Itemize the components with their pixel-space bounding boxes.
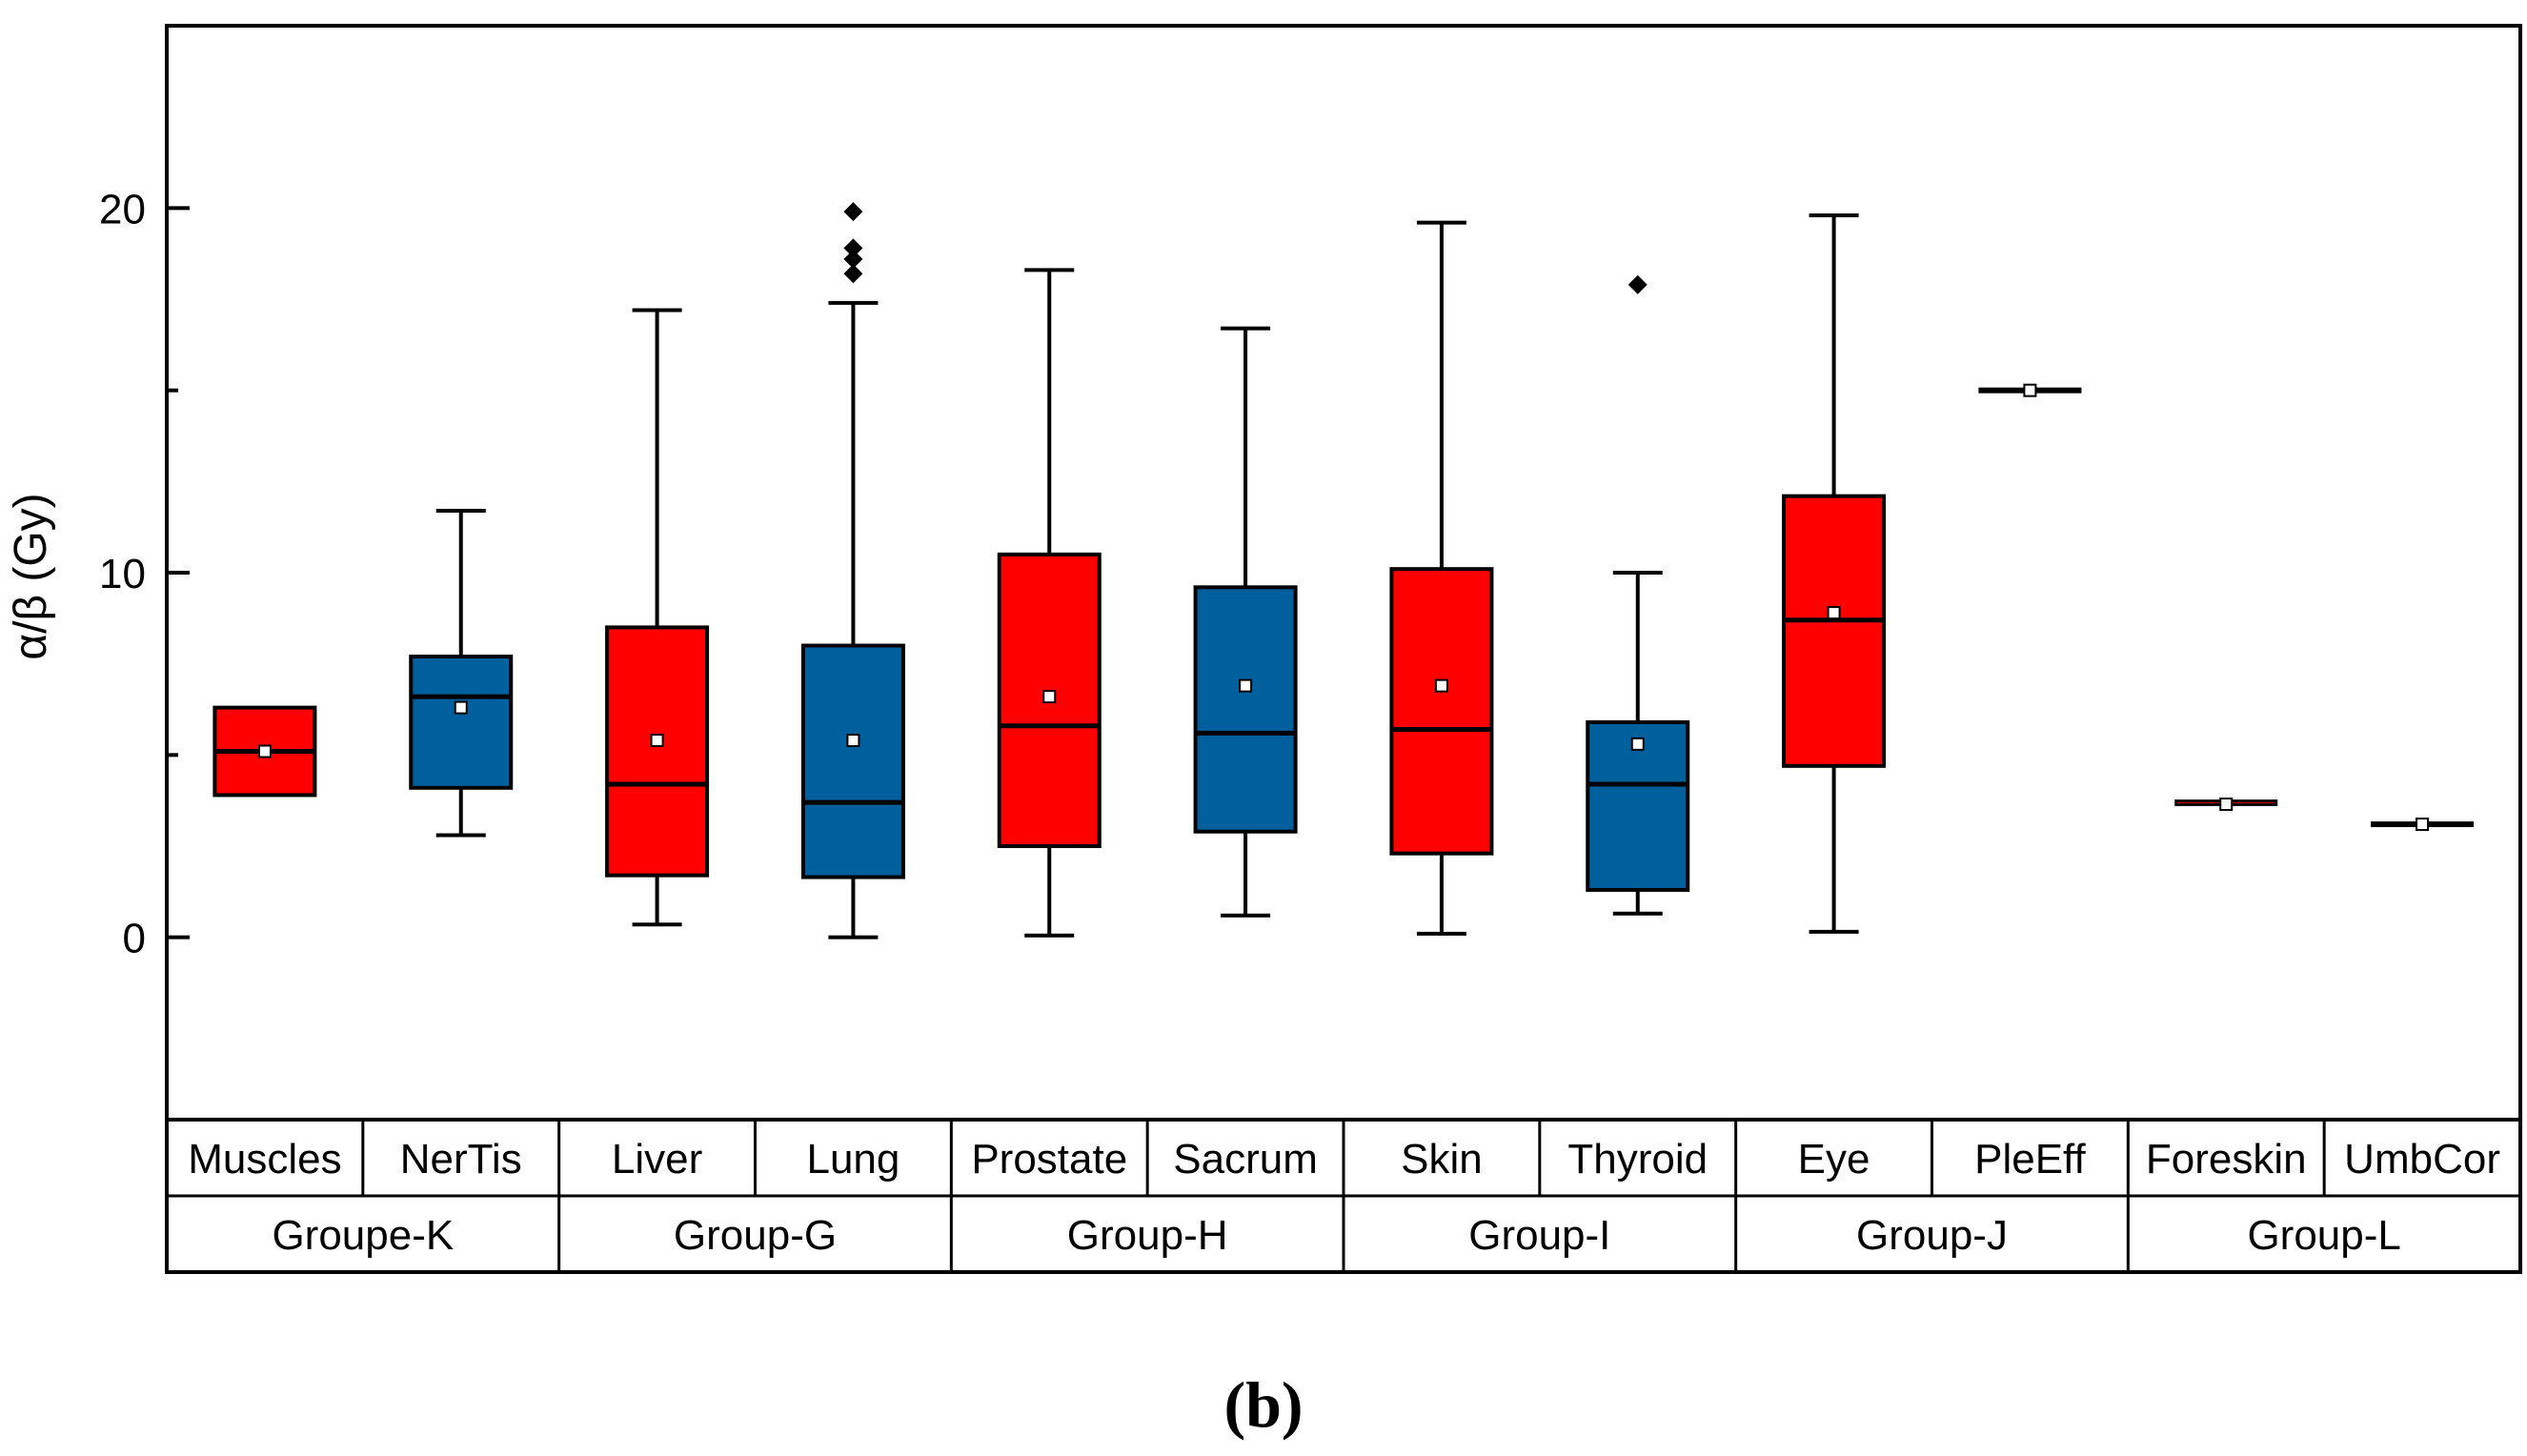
mean-marker [846, 734, 860, 748]
outlier-point [843, 202, 863, 222]
category-label: NerTis [400, 1136, 522, 1183]
box-body [1586, 719, 1690, 892]
group-label: Group-J [1856, 1212, 2008, 1259]
box-umbcor [2371, 818, 2475, 832]
plot-frame [165, 24, 2522, 1122]
y-axis-label: α/β (Gy) [6, 493, 56, 659]
category-label: UmbCor [2344, 1136, 2500, 1183]
box-nertis [409, 508, 514, 838]
box-skin [1389, 220, 1494, 936]
mean-marker [1827, 606, 1841, 620]
category-label: Lung [806, 1136, 900, 1183]
group-label: Group-G [674, 1212, 837, 1259]
category-label: Prostate [971, 1136, 1127, 1183]
group-label: Groupe-K [272, 1212, 454, 1259]
box-body [1782, 494, 1887, 768]
box-liver [605, 308, 710, 927]
mean-marker [454, 700, 468, 715]
box-body [1389, 567, 1494, 856]
outlier-point [843, 249, 863, 269]
y-tick-label: 20 [99, 186, 146, 233]
box-body [409, 655, 514, 790]
mean-marker [2023, 383, 2037, 397]
group-label: Group-H [1067, 1212, 1228, 1259]
box-muscles [212, 705, 317, 798]
outlier-point [843, 264, 863, 284]
mean-marker [1434, 678, 1448, 693]
mean-marker [1630, 737, 1645, 751]
outlier-point [843, 238, 863, 258]
category-label: Muscles [188, 1136, 341, 1183]
y-axis: 0 10 20 [99, 24, 190, 1122]
category-label: Foreskin [2146, 1136, 2307, 1183]
category-label: Thyroid [1567, 1136, 1708, 1183]
box-body [605, 625, 710, 878]
category-label-table: Muscles NerTis Liver Lung Prostate Sacrum Skin… [165, 1118, 2522, 1274]
category-label: Skin [1401, 1136, 1483, 1183]
category-label: Eye [1798, 1136, 1870, 1183]
box-foreskin [2174, 797, 2278, 811]
box-body [800, 643, 905, 880]
panel-label: (b) [1223, 1368, 1303, 1441]
box-pleeff [1978, 383, 2082, 397]
box-sacrum [1193, 326, 1298, 918]
box-body [1193, 585, 1298, 834]
mean-marker [1042, 690, 1057, 704]
box-lung [800, 202, 905, 940]
box-prostate [997, 268, 1102, 938]
mean-marker [1239, 678, 1253, 693]
mean-marker [650, 734, 664, 748]
group-label: Group-L [2247, 1212, 2400, 1259]
plot-border [165, 24, 2522, 1122]
category-label: Sacrum [1173, 1136, 1318, 1183]
mean-marker [257, 744, 272, 758]
group-label: Group-I [1468, 1212, 1610, 1259]
category-label: Liver [612, 1136, 702, 1183]
box-eye [1782, 212, 1887, 934]
outlier-point [1627, 274, 1648, 294]
category-label: PleEff [1974, 1136, 2086, 1183]
mean-marker [2416, 818, 2430, 832]
y-tick-label: 10 [99, 551, 146, 597]
box-thyroid [1586, 274, 1690, 916]
mean-marker [2219, 797, 2234, 811]
box-series [212, 202, 2475, 940]
y-tick-label: 0 [123, 916, 146, 962]
